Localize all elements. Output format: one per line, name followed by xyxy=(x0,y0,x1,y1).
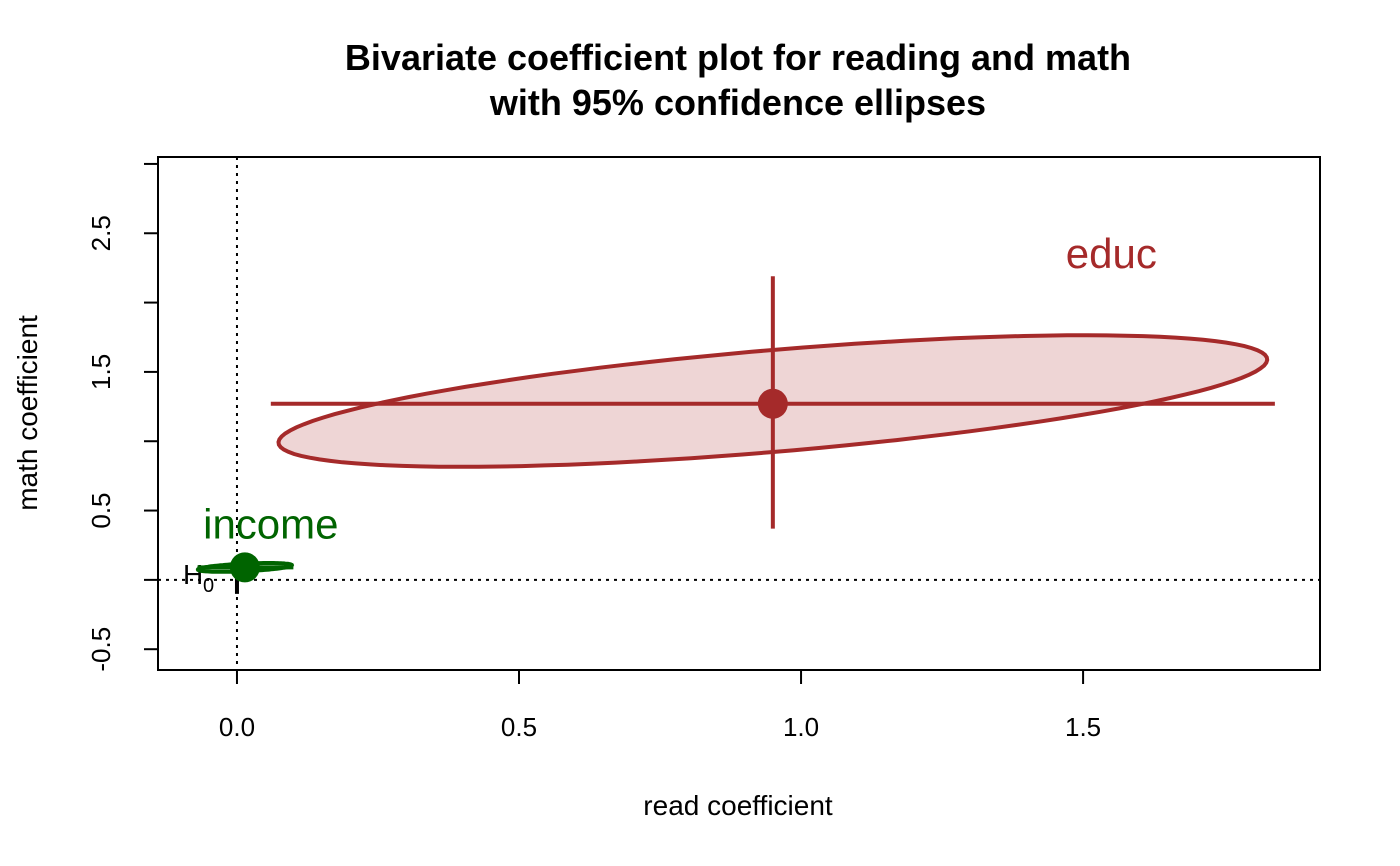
y-tick-label: 1.5 xyxy=(86,354,116,390)
y-tick-label: -0.5 xyxy=(86,627,116,672)
y-axis-label: math coefficient xyxy=(12,315,43,511)
chart-subtitle: with 95% confidence ellipses xyxy=(489,82,986,123)
chart-title: Bivariate coefficient plot for reading a… xyxy=(345,37,1131,78)
h0-subscript: 0 xyxy=(203,575,214,597)
x-tick-label: 0.5 xyxy=(501,712,537,742)
x-tick-label: 1.5 xyxy=(1065,712,1101,742)
h0-label: H xyxy=(183,559,203,590)
x-tick-label: 1.0 xyxy=(783,712,819,742)
income-estimate-point xyxy=(229,552,260,583)
educ-label: educ xyxy=(1066,230,1157,277)
income-label: income xyxy=(203,500,338,547)
y-tick-label: 0.5 xyxy=(86,492,116,528)
x-axis-label: read coefficient xyxy=(643,790,833,821)
x-tick-label: 0.0 xyxy=(219,712,255,742)
plot-area: H 0 educ income 0.0 0.5 1.0 1.5 -0.5 0.5 1.5 2.5 xyxy=(86,156,1321,742)
y-tick-label: 2.5 xyxy=(86,215,116,251)
educ-estimate-point xyxy=(757,388,788,419)
